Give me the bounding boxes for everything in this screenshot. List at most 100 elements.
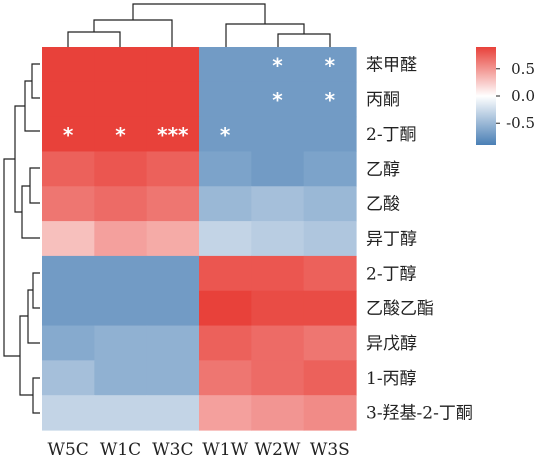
legend-tick-label: -0.5	[506, 114, 535, 132]
heatmap-cell	[251, 47, 305, 83]
heatmap-cell	[303, 395, 357, 431]
heatmap-cell	[42, 325, 95, 361]
heatmap-cell	[94, 325, 148, 361]
heatmap-cell	[146, 151, 200, 187]
row-label: 丙酮	[366, 90, 400, 110]
heatmap-cell	[303, 221, 357, 257]
row-label: 2-丁酮	[366, 125, 417, 145]
row-label: 异丁醇	[366, 230, 417, 250]
heatmap-cell	[251, 81, 305, 118]
row-label: 乙醇	[366, 160, 400, 180]
row-label: 异戊醇	[366, 334, 417, 354]
heatmap-cell	[199, 325, 252, 361]
heatmap-cell	[199, 290, 252, 327]
significance-star: *	[272, 88, 283, 112]
heatmap-cell	[94, 255, 148, 292]
heatmap-cell	[42, 47, 95, 83]
heatmap-cell	[94, 221, 148, 257]
heatmap-cell	[199, 186, 252, 222]
heatmap-cell	[146, 325, 200, 361]
significance-star: *	[325, 88, 336, 112]
heatmap-cell	[42, 395, 95, 431]
heatmap-cell	[146, 81, 200, 118]
heatmap-cell	[42, 116, 95, 153]
heatmap-cell	[146, 395, 200, 431]
heatmap-cell	[251, 151, 305, 187]
legend-tick-label: 0.5	[511, 60, 535, 78]
heatmap-cell	[42, 360, 95, 396]
row-label: 2-丁醇	[366, 264, 417, 284]
color-legend-bar	[476, 47, 496, 145]
column-label: W1C	[100, 440, 141, 460]
heatmap-cell	[146, 290, 200, 327]
heatmap-cells	[42, 47, 357, 431]
heatmap-cell	[199, 255, 252, 292]
color-legend-ticks: 0.5 0.0 -0.5	[496, 60, 535, 132]
heatmap-cell	[251, 116, 305, 153]
heatmap-cell	[303, 151, 357, 187]
heatmap-cell	[146, 360, 200, 396]
row-label: 苯甲醛	[366, 55, 417, 75]
significance-star: ***	[157, 123, 189, 147]
heatmap-cell	[146, 116, 200, 153]
heatmap-cell	[42, 81, 95, 118]
heatmap-cell	[94, 395, 148, 431]
heatmap-cell	[199, 151, 252, 187]
heatmap-cell	[251, 221, 305, 257]
heatmap-cell	[303, 186, 357, 222]
row-dendrogram	[3, 63, 40, 414]
column-label: W5C	[48, 440, 89, 460]
heatmap-cell	[42, 186, 95, 222]
heatmap-cell	[94, 116, 148, 153]
heatmap-cell	[303, 290, 357, 327]
heatmap-cell	[146, 47, 200, 83]
heatmap-cell	[303, 116, 357, 153]
heatmap-cell	[42, 151, 95, 187]
column-dendrogram	[67, 3, 331, 47]
heatmap-cell	[199, 47, 252, 83]
heatmap-cell	[199, 116, 252, 153]
heatmap-cell	[303, 81, 357, 118]
legend-tick-label: 0.0	[511, 87, 535, 105]
heatmap-cell	[94, 290, 148, 327]
heatmap-cell	[303, 360, 357, 396]
heatmap-cell	[199, 81, 252, 118]
heatmap-cell	[42, 255, 95, 292]
significance-star: *	[272, 53, 283, 77]
row-label: 1-丙醇	[366, 369, 417, 389]
column-label: W1W	[202, 440, 248, 460]
heatmap-cell	[94, 47, 148, 83]
heatmap-cell	[42, 290, 95, 327]
significance-star: *	[220, 123, 231, 147]
heatmap-cell	[94, 151, 148, 187]
heatmap-cell	[146, 255, 200, 292]
heatmap-cell	[42, 221, 95, 257]
color-legend: 0.5 0.0 -0.5	[476, 47, 535, 145]
row-label: 乙酸乙酯	[366, 299, 434, 319]
heatmap-cell	[199, 395, 252, 431]
significance-star: *	[63, 123, 74, 147]
heatmap-cell	[303, 325, 357, 361]
significance-annotations: * ** ** * *** *	[63, 53, 336, 147]
heatmap-cell	[251, 255, 305, 292]
heatmap-cell	[199, 221, 252, 257]
significance-star: *	[325, 53, 336, 77]
row-label: 3-羟基-2-丁酮	[366, 404, 473, 424]
heatmap-cell	[94, 360, 148, 396]
column-labels: W5C W1C W3C W1W W2W W3S	[48, 440, 350, 460]
heatmap-cell	[146, 221, 200, 257]
column-label: W3C	[152, 440, 193, 460]
row-label: 乙酸	[366, 195, 400, 215]
heatmap-cell	[303, 255, 357, 292]
heatmap-cell	[251, 360, 305, 396]
heatmap-cell	[199, 360, 252, 396]
heatmap-cell	[251, 290, 305, 327]
heatmap-cell	[94, 81, 148, 118]
significance-star: *	[115, 123, 126, 147]
heatmap-cell	[303, 47, 357, 83]
heatmap-cell	[94, 186, 148, 222]
heatmap-cell	[251, 395, 305, 431]
heatmap-cell	[251, 186, 305, 222]
